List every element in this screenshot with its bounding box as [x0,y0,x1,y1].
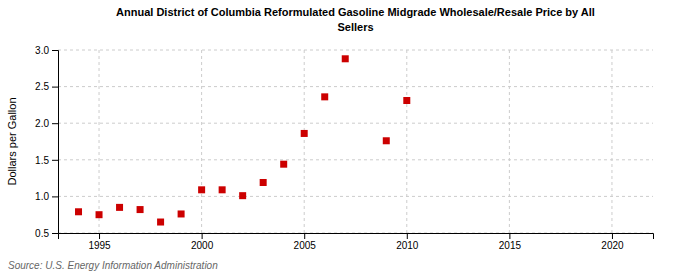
point [239,192,246,199]
point [219,186,226,193]
tick-mark [202,233,203,239]
grid-line [509,50,510,233]
grid-line [58,123,653,124]
tick-mark [509,233,510,239]
source: Source: U.S. Energy Information Administ… [8,260,218,271]
axis-line [52,51,59,234]
point [116,204,123,211]
tick: 1995 [88,233,111,251]
tick: 0.5 [35,228,58,239]
point [75,208,82,215]
point [198,186,205,193]
chart: 1995 2000 2005 2010 2015 2020 0.5 1.0 1.5 2.0 2.5 3… [0,0,675,275]
tick-label: 1.0 [35,191,49,202]
tick: 2010 [396,233,419,251]
tick-label: 1995 [88,240,111,251]
grid-line [99,50,100,233]
tick-label: 3.0 [35,45,49,56]
tick-mark [52,233,58,234]
point [260,179,267,186]
grid-line [201,50,202,233]
x-axis: 1995 2000 2005 2010 2015 2020 [59,233,654,251]
grid-line [58,196,653,197]
point [301,130,308,137]
point [321,93,328,100]
tick-mark [52,196,58,197]
point [157,219,164,226]
y-axis: 0.5 1.0 1.5 2.0 2.5 3.0 [35,45,58,239]
tick-label: 0.5 [35,228,49,239]
tick: 2000 [191,233,214,251]
tick-label: 2010 [396,240,419,251]
tick: 2020 [601,233,624,251]
tick: 2005 [294,233,317,251]
tick-label: 2.5 [35,81,49,92]
grid-line [406,50,407,233]
point [96,211,103,218]
tick-label: 2005 [294,240,317,251]
tick: 3.0 [35,45,58,56]
tick-mark [52,123,58,124]
tick-mark [52,160,58,161]
grid-line [58,50,653,51]
tick: 1.5 [35,155,58,166]
tick: 2.5 [35,81,58,92]
grid-line [304,50,305,233]
grid-line [611,50,612,233]
grid [58,50,653,233]
tick-mark [304,233,305,239]
tick-label: 1.5 [35,155,49,166]
point [137,206,144,213]
tick-mark [612,233,613,239]
point [178,210,185,217]
tick-label: 2020 [601,240,624,251]
grid-line [58,86,653,87]
grid-line [58,159,653,160]
tick-mark [99,233,100,239]
y-axis-title: Dollars per Gallon [6,97,18,185]
tick: 1.0 [35,191,58,202]
tick-label: 2015 [499,240,522,251]
tick: 2.0 [35,118,58,129]
tick-label: 2000 [191,240,214,251]
tick-mark [52,87,58,88]
point [342,55,349,62]
plot-area: 1995 2000 2005 2010 2015 2020 0.5 1.0 1.5 2.0 2.5 3… [35,45,653,251]
point [403,97,410,104]
tick-label: 2.0 [35,118,49,129]
point [280,161,287,168]
tick-mark [52,50,58,51]
tick-mark [407,233,408,239]
title: Annual District of Columbia Reformulated… [116,6,595,33]
points [75,55,410,225]
tick: 2015 [499,233,522,251]
axis-line [59,234,654,240]
point [383,137,390,144]
